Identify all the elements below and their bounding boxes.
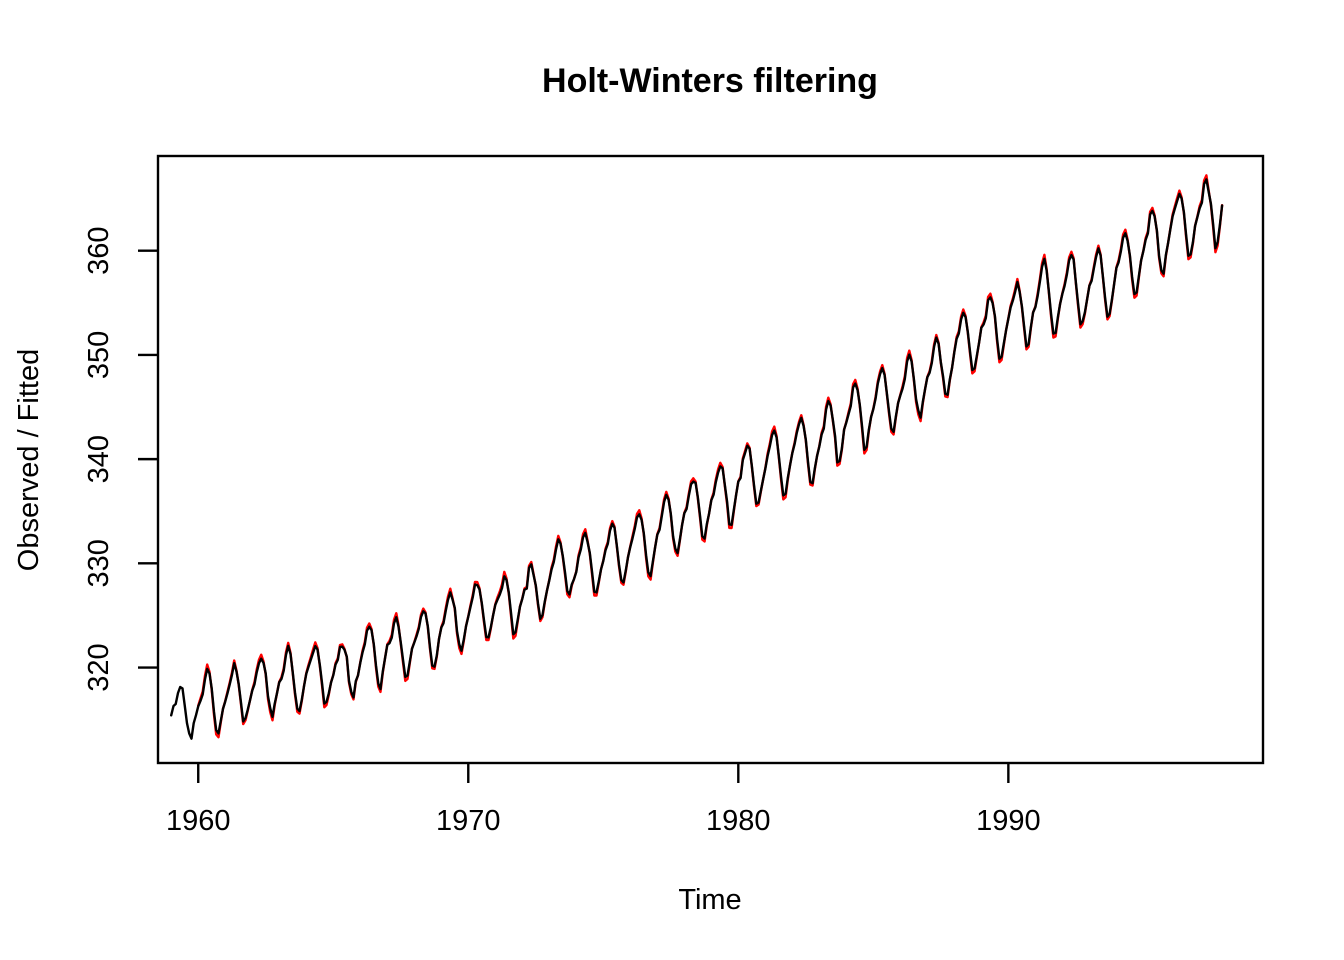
y-tick-label: 350: [83, 331, 115, 379]
y-axis: 320 330 340 350 360: [83, 227, 158, 692]
chart-title: Holt-Winters filtering: [542, 62, 878, 100]
y-tick-label: 340: [83, 435, 115, 483]
y-axis-label: Observed / Fitted: [13, 349, 45, 571]
x-axis-label: Time: [678, 884, 741, 916]
x-tick-label: 1960: [166, 805, 231, 837]
y-tick-label: 320: [83, 643, 115, 691]
x-tick-label: 1970: [436, 805, 501, 837]
x-tick-label: 1990: [976, 805, 1041, 837]
x-axis: 1960 1970 1980 1990: [166, 763, 1041, 837]
observed-line: [169, 178, 1224, 740]
y-tick-label: 360: [83, 227, 115, 275]
y-tick-label: 330: [83, 539, 115, 587]
x-tick-label: 1980: [706, 805, 771, 837]
